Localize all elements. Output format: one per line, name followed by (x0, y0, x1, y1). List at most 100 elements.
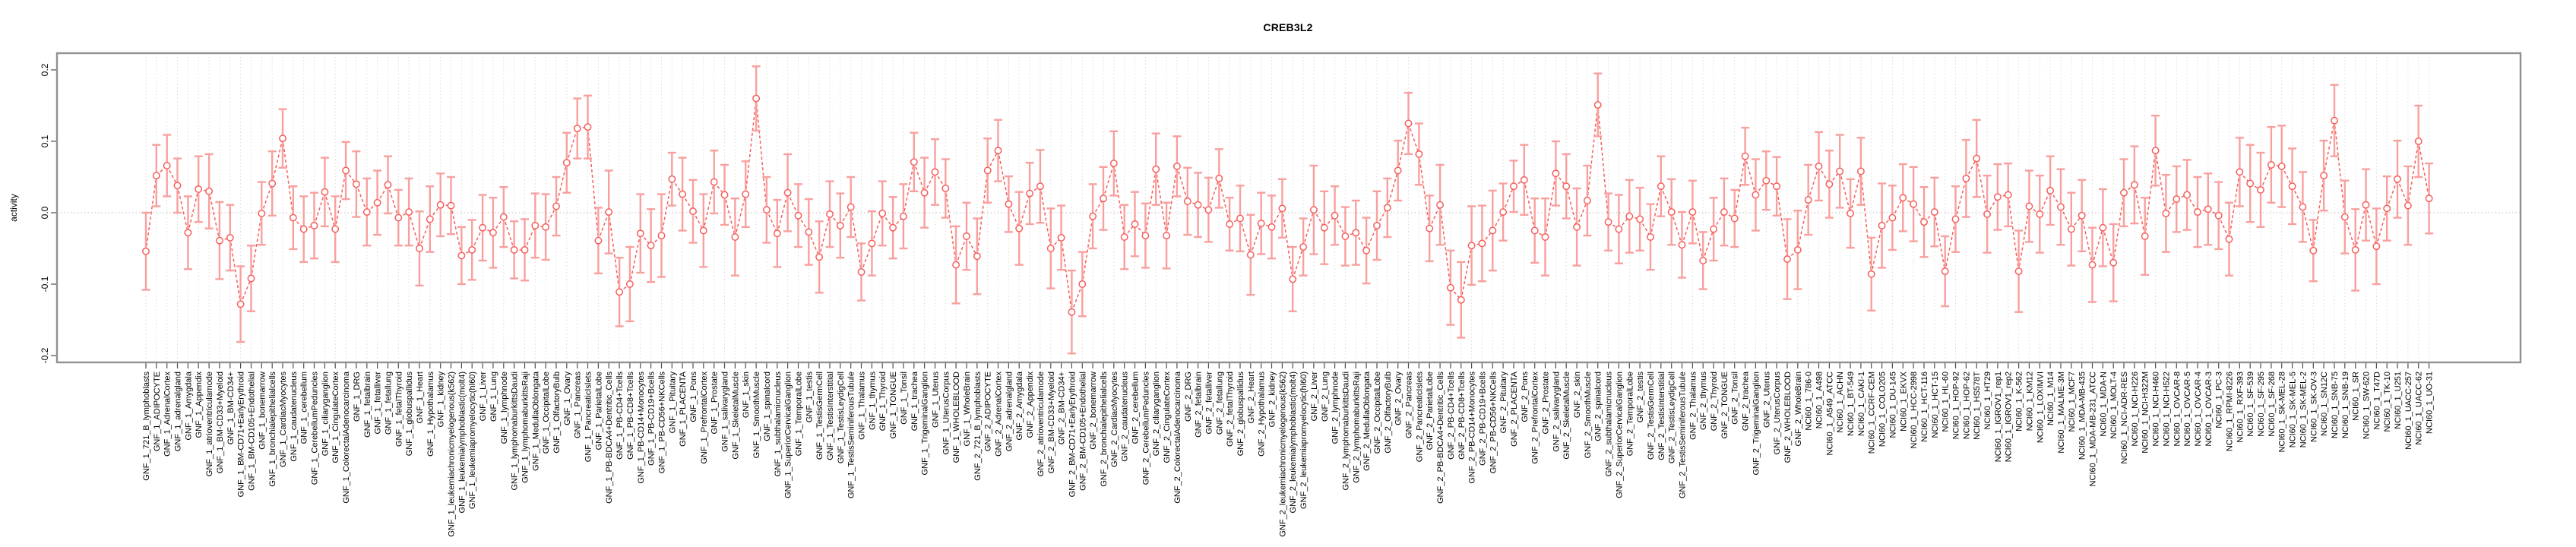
series-segment (945, 188, 957, 265)
x-tick-label: GNF_2_lymphomaburkittsDaudi (1341, 372, 1350, 491)
x-tick-label: GNF_1_lymphomaburkittsDaudi (511, 372, 520, 491)
data-point (426, 215, 434, 223)
x-tick-label: NCI60_1_SR (2352, 372, 2361, 421)
data-point (1478, 239, 1486, 248)
series-segment (777, 192, 789, 234)
x-tick-label: NCI60_1_SNB-75 (2331, 372, 2340, 438)
series-segment (1839, 171, 1851, 214)
x-tick-label: NCI60_1_RXF-393 (2236, 372, 2245, 443)
x-tick-label: NCI60_1_SN12C (2320, 372, 2329, 436)
x-tick-label: GNF_2_TestisInterstitial (1657, 372, 1666, 460)
data-point (826, 210, 834, 218)
series-segment (2007, 194, 2020, 272)
data-point (447, 201, 455, 210)
x-tick-label: GNF_2_Thyroid (1710, 372, 1719, 431)
x-tick-label: NCI60_1_SNB-19 (2341, 372, 2350, 438)
data-point (2225, 235, 2233, 243)
series-segment (1207, 178, 1220, 210)
x-tick-label: GNF_2_Tonsil (1731, 372, 1740, 425)
data-point (268, 179, 277, 188)
data-point (1920, 218, 1928, 226)
x-tick-label: NCI60_1_K-562 (2015, 372, 2024, 432)
data-point (657, 232, 666, 240)
series-segment (1870, 225, 1883, 274)
x-tick-label: GNF_2_Uterus (1762, 372, 1771, 428)
series-segment (903, 162, 915, 217)
x-tick-label: GNF_2_skin (1573, 372, 1582, 418)
x-tick-label: GNF_1_fetallung (385, 372, 394, 435)
data-point (899, 212, 907, 220)
x-tick-label: NCI60_1_BT-549 (1847, 372, 1856, 436)
chart-title: CREB3L2 (1263, 21, 1313, 33)
data-point (331, 225, 340, 233)
x-tick-label: GNF_1_Thyroid (878, 372, 888, 431)
series-segment (1250, 223, 1262, 255)
x-tick-label: GNF_1_TestisSeminiferousTubule (847, 372, 856, 498)
series-segment (2260, 164, 2272, 191)
data-point (1930, 208, 1938, 217)
x-tick-label: NCI60_1_LOXIMVI (2036, 372, 2045, 443)
x-tick-label: GNF_2_fetalThyroid (1226, 372, 1235, 447)
x-tick-label: GNF_1_TONGUE (889, 372, 898, 438)
data-point (1636, 215, 1644, 223)
data-point (1026, 189, 1034, 198)
x-tick-label: NCI60_1_DU-145 (1888, 372, 1897, 438)
series-segment (1397, 123, 1410, 171)
data-point (1899, 194, 1907, 202)
series-segment (997, 150, 1010, 204)
data-point (2057, 203, 2065, 211)
x-tick-label: GNF_1_CingulateCortex (331, 372, 340, 463)
x-tick-label: GNF_1_PancreaticIslets (584, 372, 593, 463)
series-segment (1891, 197, 1904, 218)
data-point (384, 181, 392, 189)
x-tick-label: GNF_1_lymphomaburkittsRaji (521, 372, 530, 483)
x-tick-label: GNF_2_CardiacMyocytes (1110, 372, 1119, 467)
data-point (2257, 185, 2264, 194)
data-point (1005, 200, 1013, 208)
x-tick-label: GNF_2_TrigeminalGanglion (1752, 372, 1761, 476)
x-tick-label: GNF_1_ParietalLobe (594, 372, 603, 450)
series-segment (871, 213, 883, 244)
series-segment (723, 194, 736, 238)
series-segment (2218, 215, 2230, 240)
series-segment (1544, 173, 1557, 238)
series-segment (587, 127, 600, 241)
data-point (1951, 215, 1960, 223)
data-point (794, 211, 802, 220)
data-point (2162, 209, 2170, 217)
data-point (1415, 150, 1423, 158)
x-tick-label: GNF_1_trachea (910, 371, 919, 431)
x-tick-label: GNF_2_CingulateCortex (1163, 372, 1172, 463)
series-segment (1944, 219, 1957, 272)
data-point (1720, 208, 1728, 217)
x-tick-label: GNF_2_caudatenucleus (1121, 372, 1130, 462)
x-tick-label: GNF_1_PB-CD19+Bcells (647, 372, 657, 466)
series-segment (1040, 186, 1052, 249)
data-point (299, 225, 308, 233)
data-point (2046, 186, 2055, 194)
series-segment (1281, 208, 1293, 280)
data-point (1215, 174, 1223, 182)
x-tick-label: GNF_1_SuperiorCervicalGanglion (784, 372, 793, 498)
data-point (2099, 223, 2107, 232)
series-segment (1807, 166, 1820, 201)
series-segment (660, 179, 673, 236)
data-point (1172, 162, 1181, 170)
x-tick-label: GNF_2_WHOLEBLOOD (1783, 372, 1793, 463)
data-point (2394, 175, 2401, 183)
x-tick-label: NCI60_1_HCT-15 (1931, 372, 1940, 438)
series-segment (2144, 150, 2157, 237)
series-segment (545, 206, 557, 228)
data-point (1289, 275, 1297, 283)
data-point (1625, 212, 1634, 220)
series-segment (471, 227, 483, 251)
x-tick-label: NCI60_1_NCI-H226 (2131, 372, 2140, 446)
series-segment (1670, 211, 1683, 245)
series-segment (1565, 186, 1578, 227)
data-point (1194, 201, 1202, 209)
series-segment (2375, 208, 2388, 247)
series-segment (1681, 211, 1694, 245)
x-tick-label: NCI60_1_MOLT-4 (2109, 372, 2119, 438)
data-point (1552, 169, 1560, 178)
series-segment (1113, 163, 1125, 238)
